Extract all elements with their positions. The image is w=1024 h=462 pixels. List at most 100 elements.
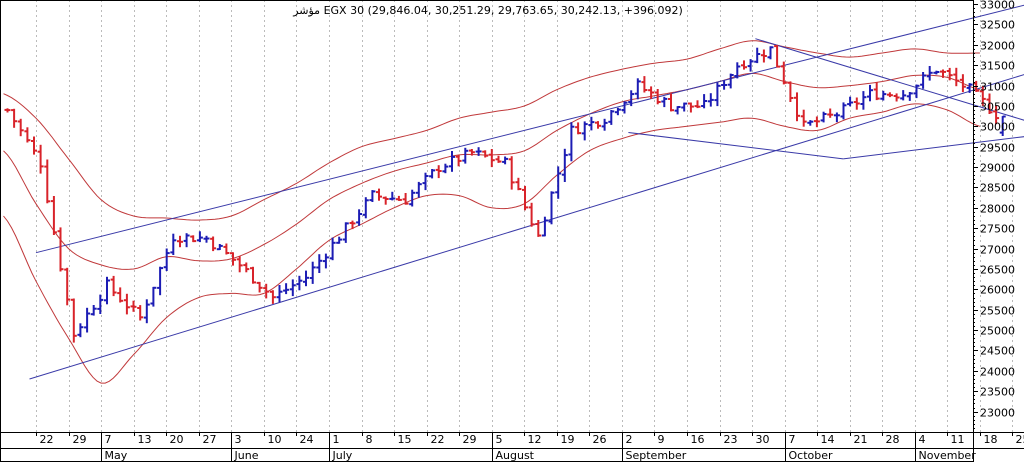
ohlc-bar xyxy=(515,177,522,191)
ohlc-bar xyxy=(701,94,708,109)
ohlc-bar xyxy=(608,110,615,125)
ohlc-bar xyxy=(104,276,110,305)
ohlc-bar xyxy=(316,254,323,273)
ohlc-bar xyxy=(203,235,210,243)
y-tick-label: 27000 xyxy=(980,244,1015,257)
ohlc-bar xyxy=(243,262,250,273)
month-label: August xyxy=(496,449,535,462)
ohlc-bar xyxy=(309,261,316,284)
ohlc-bar xyxy=(508,156,515,190)
ohlc-bar xyxy=(37,144,44,174)
ohlc-bar xyxy=(734,62,741,79)
ohlc-bar xyxy=(50,196,57,235)
ohlc-bar xyxy=(44,159,51,204)
ohlc-bar xyxy=(754,47,761,64)
ohlc-bar xyxy=(807,120,814,126)
ohlc-bar xyxy=(395,195,402,201)
ohlc-bar xyxy=(4,108,11,113)
ohlc-bar xyxy=(170,233,177,255)
ohlc-bar xyxy=(986,93,993,114)
x-tick-label: 9 xyxy=(658,433,665,446)
ohlc-bar xyxy=(143,299,150,324)
ohlc-bar xyxy=(774,45,781,68)
y-tick-label: 25000 xyxy=(980,325,1015,338)
bollinger-middle xyxy=(3,72,981,270)
x-tick-label: 7 xyxy=(105,433,112,446)
ohlc-bar xyxy=(402,193,409,205)
ohlc-bar xyxy=(362,197,369,219)
x-tick-label: 30 xyxy=(756,433,770,446)
ohlc-bar xyxy=(77,323,84,338)
bollinger-lower xyxy=(3,103,981,384)
x-tick-label: 19 xyxy=(561,433,575,446)
ohlc-bar xyxy=(84,307,91,333)
bollinger-upper xyxy=(3,40,980,221)
ohlc-bar xyxy=(24,127,31,143)
ohlc-bar xyxy=(123,293,130,315)
trendline xyxy=(35,4,1024,254)
ohlc-bar xyxy=(475,147,482,156)
ohlc-bar xyxy=(767,46,774,60)
ohlc-bar xyxy=(117,287,124,303)
ohlc-bar xyxy=(906,92,913,101)
x-tick-label: 10 xyxy=(268,433,282,446)
ohlc-bar xyxy=(216,244,223,251)
ohlc-bar xyxy=(568,122,575,162)
ohlc-bar xyxy=(130,300,137,312)
x-tick-label: 18 xyxy=(984,433,998,446)
ohlc-bar xyxy=(210,236,217,252)
ohlc-bar xyxy=(780,61,787,85)
x-tick-label: 4 xyxy=(919,433,926,446)
ohlc-bar xyxy=(840,102,847,120)
ohlc-bar xyxy=(522,185,528,211)
ohlc-bar xyxy=(422,172,429,191)
x-tick-label: 28 xyxy=(886,433,900,446)
ohlc-bar xyxy=(150,286,157,307)
y-tick-label: 31000 xyxy=(980,81,1015,94)
ohlc-bar xyxy=(303,270,309,287)
ohlc-bar xyxy=(760,49,767,63)
bollinger-bands xyxy=(3,40,981,384)
ohlc-bar xyxy=(687,102,694,113)
y-tick-label: 26000 xyxy=(980,284,1015,297)
ohlc-bar xyxy=(614,107,621,116)
ohlc-bar xyxy=(250,266,256,284)
ohlc-bar xyxy=(933,70,940,75)
ohlc-bar xyxy=(654,89,661,105)
ohlc-bar xyxy=(668,93,674,112)
ohlc-bar xyxy=(482,150,489,158)
ohlc-bar xyxy=(661,96,668,108)
ohlc-bar xyxy=(940,69,946,78)
ohlc-bar xyxy=(97,294,104,314)
ohlc-bar xyxy=(813,116,820,128)
ohlc-bar xyxy=(966,83,973,93)
ohlc-bar xyxy=(548,191,555,225)
ohlc-bar xyxy=(787,81,794,102)
x-tick-label: 27 xyxy=(203,433,217,446)
ohlc-bar xyxy=(64,267,71,306)
ohlc-bar xyxy=(993,105,1000,125)
ohlc-bar xyxy=(867,84,873,102)
y-tick-label: 23000 xyxy=(980,407,1015,420)
ohlc-bar xyxy=(714,82,721,107)
x-tick-label: 8 xyxy=(366,433,373,446)
ohlc-bar xyxy=(263,283,270,299)
ohlc-bar xyxy=(601,118,608,131)
ohlc-bar xyxy=(409,189,416,207)
ohlc-bar xyxy=(641,76,648,93)
y-tick-label: 28500 xyxy=(980,182,1015,195)
ohlc-bar xyxy=(376,188,382,201)
x-tick-label: 13 xyxy=(138,433,152,446)
ohlc-bar xyxy=(157,266,164,296)
y-tick-label: 30500 xyxy=(980,101,1015,114)
ohlc-bar xyxy=(502,156,509,165)
ohlc-bar xyxy=(495,155,502,163)
month-label: November xyxy=(919,449,977,462)
x-tick-label: 5 xyxy=(496,433,503,446)
ohlc-bar xyxy=(269,290,276,304)
ohlc-bar xyxy=(873,82,880,101)
ohlc-bar xyxy=(442,163,449,174)
ohlc-bar xyxy=(435,165,442,179)
ohlc-bar xyxy=(455,155,462,167)
ohlc-bar xyxy=(595,121,601,129)
